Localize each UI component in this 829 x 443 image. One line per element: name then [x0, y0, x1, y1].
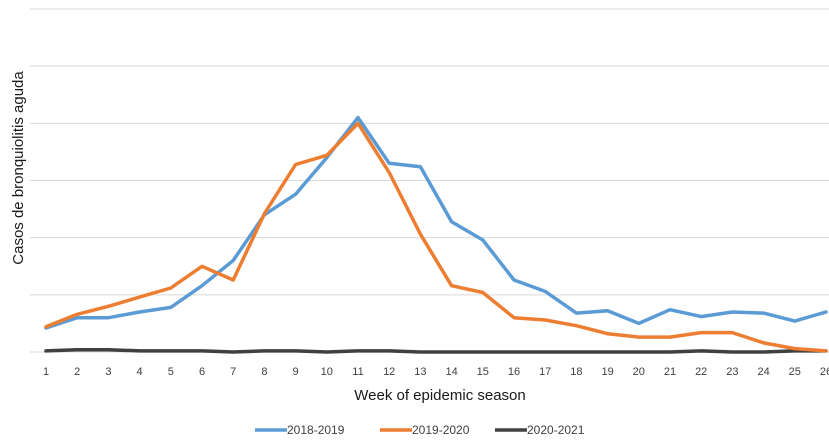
- legend-item-2019-2020: 2019-2020: [380, 423, 470, 437]
- x-tick-label: 2: [74, 366, 80, 378]
- x-tick-label: 18: [570, 366, 582, 378]
- x-tick-label: 20: [633, 366, 645, 378]
- x-tick-label: 8: [261, 366, 267, 378]
- x-tick-label: 1: [43, 366, 49, 378]
- x-tick-label: 17: [539, 366, 551, 378]
- x-tick-label: 23: [726, 366, 738, 378]
- x-tick-label: 10: [321, 366, 333, 378]
- x-tick-label: 25: [789, 366, 801, 378]
- x-tick-label: 3: [105, 366, 111, 378]
- series-line-2018-2019: [44, 115, 828, 330]
- legend-label: 2020-2021: [527, 423, 585, 437]
- x-tick-label: 14: [445, 366, 457, 378]
- x-tick-label: 16: [508, 366, 520, 378]
- series-line-2019-2020: [44, 121, 828, 353]
- series-layer: [44, 115, 828, 354]
- x-tick-label: 19: [601, 366, 613, 378]
- x-tick-label: 7: [230, 366, 236, 378]
- x-tick-label: 9: [293, 366, 299, 378]
- legend-label: 2018-2019: [287, 423, 345, 437]
- legend-item-2020-2021: 2020-2021: [495, 423, 585, 437]
- x-tick-label: 15: [477, 366, 489, 378]
- x-tick-label: 21: [664, 366, 676, 378]
- x-tick-label: 22: [695, 366, 707, 378]
- x-tick-label: 4: [137, 366, 143, 378]
- x-tick-label: 5: [168, 366, 174, 378]
- legend-label: 2019-2020: [412, 423, 470, 437]
- legend: 2018-2019 2019-2020 2020-2021: [255, 423, 585, 437]
- x-tick-label: 26: [820, 366, 829, 378]
- x-tick-labels: 1 2 3 4 5 6 7 8 9 10 11 12 13 14 15 16 17 18 19 20 21 22 23 24 2…: [43, 366, 829, 378]
- x-tick-label: 24: [757, 366, 769, 378]
- series-line-2020-2021: [44, 347, 828, 354]
- y-axis-title: Casos de bronquiolitis aguda: [10, 71, 27, 265]
- x-tick-label: 6: [199, 366, 205, 378]
- x-tick-label: 11: [352, 366, 363, 378]
- legend-item-2018-2019: 2018-2019: [255, 423, 345, 437]
- x-axis-title: Week of epidemic season: [354, 387, 525, 404]
- x-tick-label: 13: [414, 366, 426, 378]
- x-tick-label: 12: [383, 366, 395, 378]
